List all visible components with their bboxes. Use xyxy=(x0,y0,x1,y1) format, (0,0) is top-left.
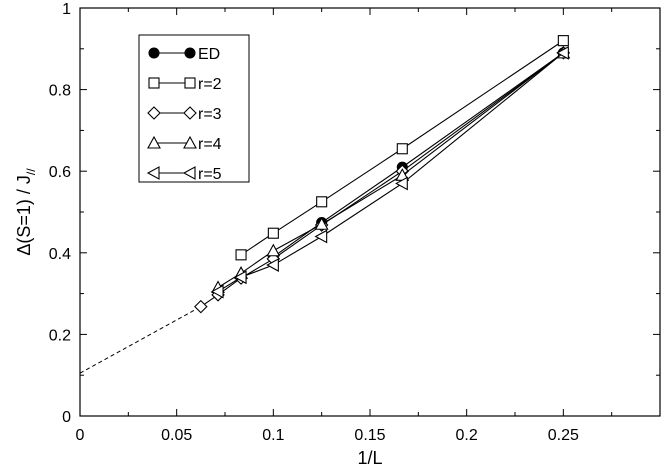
legend-entry-r3: r=3 xyxy=(147,106,222,123)
y-axis-label: Δ(S=1) / J// xyxy=(14,168,38,256)
legend-marker-r5 xyxy=(146,166,160,180)
legend-marker-r4 xyxy=(147,135,161,149)
data-point-r5 xyxy=(556,45,569,60)
series-line-r5 xyxy=(217,52,564,293)
legend-box xyxy=(138,34,250,183)
legend-marker-r3 xyxy=(183,106,197,120)
data-point-r5 xyxy=(314,229,328,244)
y-tick-label: 0 xyxy=(62,409,71,426)
legend-label-r2: r=2 xyxy=(198,76,222,93)
series-r3 xyxy=(194,46,571,314)
series-line-ed xyxy=(273,52,564,258)
data-point-r2 xyxy=(267,227,279,239)
x-tick-label: 0.2 xyxy=(456,427,478,444)
y-tick-label: 0.6 xyxy=(49,164,71,181)
data-point-r3 xyxy=(194,299,208,314)
legend-marker-ed xyxy=(184,47,196,59)
data-point-r2 xyxy=(396,143,408,155)
y-axis-label-subscript: // xyxy=(24,168,38,175)
legend-marker-r2 xyxy=(184,77,196,89)
data-point-r5 xyxy=(210,284,224,299)
data-point-r5 xyxy=(395,176,408,191)
data-point-r5 xyxy=(266,258,279,272)
legend-marker-r5 xyxy=(182,166,196,180)
x-tick-label: 0.05 xyxy=(161,427,192,444)
y-tick-label: 1 xyxy=(62,1,71,18)
legend-entry-r4: r=4 xyxy=(147,135,222,153)
y-tick-label: 0.4 xyxy=(49,246,71,263)
legend-label-r4: r=4 xyxy=(198,136,222,153)
data-point-r5 xyxy=(233,270,247,285)
extrapolation-line xyxy=(79,306,202,374)
legend-entry-r5: r=5 xyxy=(146,166,222,183)
series-r4 xyxy=(211,45,571,294)
legend-label-r3: r=3 xyxy=(198,106,222,123)
data-point-r4 xyxy=(314,217,329,230)
x-axis-label: 1/L xyxy=(357,448,382,468)
series-ed xyxy=(267,47,569,263)
data-point-r2 xyxy=(235,249,247,261)
legend-entry-ed: ED xyxy=(148,46,220,63)
legend-entry-r2: r=2 xyxy=(148,76,222,93)
series-r2 xyxy=(235,35,569,261)
legend-marker-r3 xyxy=(147,106,161,120)
x-tick-label: 0.1 xyxy=(262,427,284,444)
x-tick-label: 0.25 xyxy=(548,427,579,444)
y-tick-label: 0.2 xyxy=(49,327,71,344)
x-tick-label: 0.15 xyxy=(354,427,385,444)
data-point-r2 xyxy=(557,35,569,47)
y-axis-label-main: Δ(S=1) / J xyxy=(14,175,34,256)
legend-label-r5: r=5 xyxy=(198,166,222,183)
legend-label-ed: ED xyxy=(198,46,220,63)
legend: ED r=2 r=3 r=4 r=5 xyxy=(138,34,250,183)
data-point-r4 xyxy=(266,243,281,257)
x-tick-label: 0 xyxy=(76,427,85,444)
legend-marker-r4 xyxy=(183,135,197,149)
series-r5 xyxy=(210,45,569,299)
y-tick-label: 0.8 xyxy=(49,83,71,100)
legend-marker-ed xyxy=(148,47,160,59)
legend-marker-r2 xyxy=(148,77,160,89)
data-point-r2 xyxy=(316,196,328,208)
